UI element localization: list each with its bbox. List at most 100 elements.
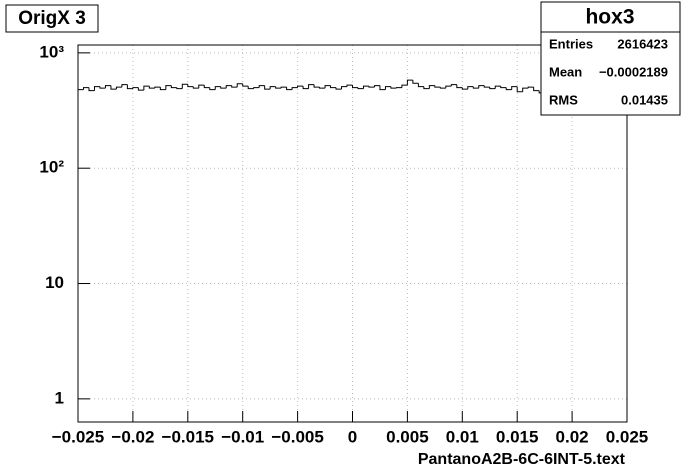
histogram-bin [319,87,326,89]
histogram-bin [126,84,133,90]
histogram-bin [313,84,320,88]
histogram-bin [461,87,468,90]
histogram-bin [242,83,249,87]
histogram-bin [143,85,150,91]
histogram-bin [187,84,194,88]
histogram-bin [154,86,161,89]
histogram-bin [352,85,358,89]
histogram-bin [395,87,402,89]
histogram-bin [121,84,128,88]
histogram-bin [203,85,210,89]
histogram-bin [417,83,424,88]
histogram-bin [291,87,298,90]
histogram-bin [390,86,397,89]
x-tick-label: 0.02 [556,427,589,446]
stats-box: hox3 Entries 2616423 Mean −0.0002189 RMS 0.01… [540,1,681,116]
histogram-bin [137,87,144,91]
histogram-bin [220,86,227,89]
histogram-bin [450,84,457,87]
histogram-bin [330,85,337,89]
histogram-bin [192,86,199,89]
histogram-bin [198,84,205,89]
histogram-bin [384,86,391,90]
histogram-bin [148,86,155,89]
histogram-bin [302,86,309,90]
histogram-bin [362,85,369,89]
histogram-bin [346,84,353,87]
histogram-bin [209,87,216,91]
histogram-bin [253,87,260,89]
histogram-bin [181,83,188,89]
stats-label: Mean [549,64,582,79]
histogram-bin [99,86,106,89]
histogram-bin [258,85,265,88]
y-tick-label: 10³ [39,42,64,61]
x-tick-label: 0 [348,427,357,446]
histogram-bin [489,87,496,90]
x-tick-label: −0.01 [221,427,264,446]
histogram-bin [439,87,446,89]
x-tick-label: −0.015 [162,427,214,446]
stats-title: hox3 [585,6,634,29]
histogram-bin [401,84,408,88]
stats-frame [540,1,681,116]
histogram-bin [286,87,293,91]
histogram-bin [511,86,518,90]
histogram-bin [478,85,485,89]
histogram-bin [297,85,304,88]
histogram-bin [236,83,243,88]
histogram-bin [341,86,348,90]
histogram-bin [170,85,177,89]
histogram-bin [368,86,375,88]
histogram-bin [132,87,139,89]
histogram-bin [269,86,276,90]
stats-value: −0.0002189 [599,64,668,79]
y-tick-label: 1 [55,388,64,407]
stats-label: RMS [549,92,578,107]
histogram-bin [494,85,501,89]
histogram-bin [88,87,95,92]
histogram-bin [505,87,512,91]
y-tick-label: 10 [45,273,64,292]
histogram-bin [176,87,183,90]
x-axis-label: PantanoA2B-6C-6INT-5.text [418,451,626,468]
histogram-bin [159,87,166,91]
x-tick-label: −0.005 [271,427,323,446]
histogram-bin [357,87,364,90]
title-box [5,4,99,33]
histogram-bin [93,86,100,91]
x-tick-label: −0.02 [111,427,154,446]
histogram-bin [104,85,111,89]
histogram-bin [527,86,534,89]
histogram-bin [467,86,474,90]
stats-value: 0.01435 [621,92,668,107]
histogram-bin [225,85,232,89]
histogram-bin [82,87,89,90]
x-tick-label: 0.005 [386,427,429,446]
histogram-bin [165,85,172,90]
histogram-bin [434,85,441,88]
histogram-bin [428,85,435,89]
histogram-bin [308,84,315,89]
histogram-bin [406,79,413,86]
histogram-bin [533,87,540,92]
histogram-bin [335,87,342,90]
y-tick-label: 10² [39,158,64,177]
histogram-bin [280,86,287,89]
histogram-bin [231,85,238,88]
stats-label: Entries [549,36,593,51]
stats-value: 2616423 [617,36,668,51]
histogram-bin [214,86,221,90]
histogram-bin [423,86,430,90]
x-tick-label: 0.025 [606,427,649,446]
histogram-bin [275,86,282,89]
x-tick-label: 0.01 [446,427,479,446]
histogram-bin [516,86,523,93]
chart-title: OrigX 3 [18,8,86,29]
x-tick-label: 0.015 [496,427,539,446]
histogram-bin [264,85,271,90]
histogram-bin [247,86,254,90]
histogram-bin [373,85,380,88]
histogram-bin [110,85,117,90]
